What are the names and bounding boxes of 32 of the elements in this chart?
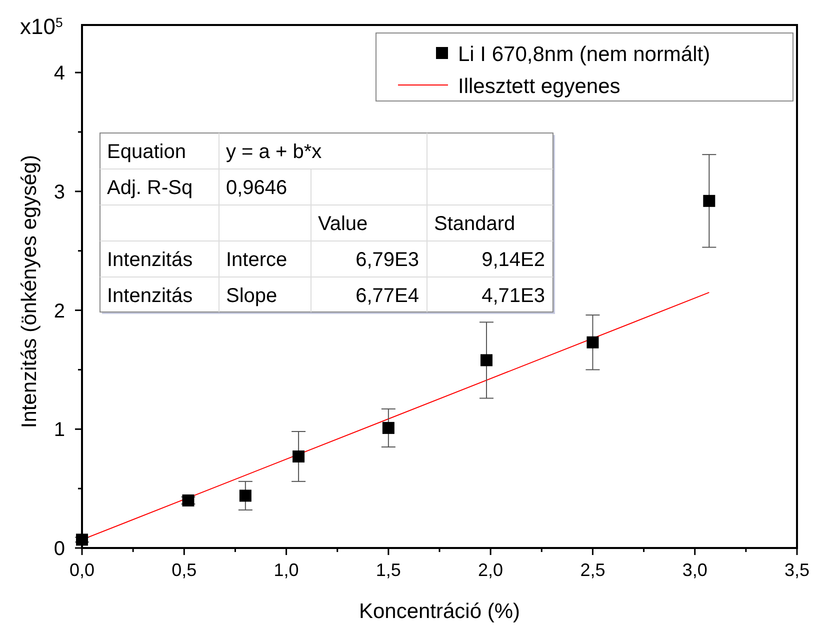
legend-label: Illesztett egyenes <box>458 75 620 98</box>
x-tick-label: 0,0 <box>69 560 95 580</box>
y-tick-label: 4 <box>54 62 65 85</box>
annotation: Slope <box>226 285 278 307</box>
annotation: Intenzitás <box>107 249 193 271</box>
annotation: 9,14E2 <box>482 249 545 271</box>
x-tick-label: 3,5 <box>784 560 810 580</box>
x-tick-label: 3,0 <box>682 560 708 580</box>
y-tick-label: 2 <box>54 300 65 322</box>
annotation: 6,79E3 <box>356 249 419 271</box>
annotation: 0,9646 <box>226 177 288 199</box>
y-tick-label: 0 <box>54 538 65 560</box>
annotation: Adj. R-Sq <box>107 177 193 199</box>
annotation: Equation <box>107 141 186 163</box>
annotation: 6,77E4 <box>356 285 419 307</box>
annotation: Interce <box>226 249 288 271</box>
y-axis-title: Intenzitás (önkényes egység) <box>18 154 41 428</box>
annotation: Standard <box>434 213 516 235</box>
x-tick-label: 1,5 <box>376 560 401 580</box>
x-axis-title: Koncentráció (%) <box>358 600 520 623</box>
annotation: Intenzitás <box>107 285 193 307</box>
x-tick-label: 0,5 <box>172 560 197 580</box>
y-tick-label: 1 <box>54 419 65 442</box>
y-tick-label: 3 <box>54 181 65 204</box>
text: x10$^{5}$ <box>20 14 63 39</box>
x-tick-label: 2,5 <box>580 560 606 580</box>
annotation: y = a + b*x <box>226 141 322 163</box>
annotation: 4,71E3 <box>482 285 545 307</box>
x-tick-label: 1,0 <box>274 560 299 580</box>
x-tick-label: 2,0 <box>478 560 504 580</box>
annotation: Value <box>318 213 368 235</box>
legend-label: Li I 670,8nm (nem normált) <box>458 43 710 66</box>
